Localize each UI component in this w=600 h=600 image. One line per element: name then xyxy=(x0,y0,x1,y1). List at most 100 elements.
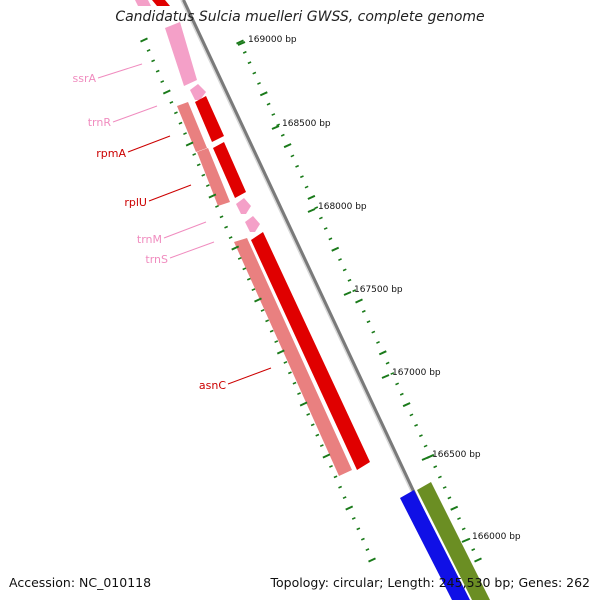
tick-series-inner xyxy=(140,37,376,563)
trnS-label: trnS xyxy=(145,253,168,266)
major-tick-168500 xyxy=(271,125,280,130)
inner-tick-13 xyxy=(201,173,206,177)
tick-labels: 169000 bp 168500 bp 168000 bp 167500 bp … xyxy=(248,35,521,542)
asnC-reverse-feature xyxy=(234,238,352,476)
major-tick-166000 xyxy=(461,538,470,543)
outer-tick-44 xyxy=(447,496,452,500)
trnR-leader xyxy=(112,105,158,123)
page-title: Candidatus Sulcia muelleri GWSS, complet… xyxy=(115,9,485,25)
feature-tracks xyxy=(135,0,490,600)
inner-tick-34 xyxy=(297,392,301,396)
outer-tick-18 xyxy=(323,227,328,230)
outer-tick-50 xyxy=(474,557,482,563)
asnC-feature xyxy=(251,232,370,470)
inner-tick-30 xyxy=(276,349,285,355)
outer-tick-1 xyxy=(242,50,247,54)
genome-summary-label: Topology: circular; Length: 245,530 bp; … xyxy=(270,575,591,590)
inner-tick-19 xyxy=(228,236,233,240)
inner-tick-3 xyxy=(155,69,160,73)
inner-tick-10 xyxy=(185,141,194,147)
inner-tick-29 xyxy=(274,340,279,344)
inner-tick-5 xyxy=(162,89,171,95)
inner-tick-41 xyxy=(329,464,333,468)
inner-tick-20 xyxy=(231,245,240,251)
rpmA-label: rpmA xyxy=(96,147,126,160)
rplU-label: rplU xyxy=(124,196,147,209)
outer-tick-14 xyxy=(304,185,309,189)
inner-tick-46 xyxy=(351,516,356,520)
major-tick-169000 xyxy=(237,41,246,46)
outer-tick-8 xyxy=(276,123,281,127)
inner-tick-35 xyxy=(299,401,308,407)
inner-tick-48 xyxy=(360,537,365,541)
outer-tick-33 xyxy=(395,382,400,386)
outer-tick-47 xyxy=(461,527,466,531)
outer-tick-19 xyxy=(328,237,333,241)
inner-tick-27 xyxy=(265,319,270,323)
inner-tick-4 xyxy=(160,80,165,84)
outer-tick-4 xyxy=(257,81,261,85)
outer-tick-3 xyxy=(252,71,257,75)
tick-label-167500: 167500 bp xyxy=(354,285,403,295)
major-tick-168000 xyxy=(307,208,316,213)
ssrA-label: ssrA xyxy=(72,72,96,85)
outer-tick-0 xyxy=(236,39,244,45)
major-tick-167000 xyxy=(381,374,390,379)
rplU-feature xyxy=(213,142,246,198)
ssrA-feature xyxy=(165,22,197,86)
trnM-label: trnM xyxy=(137,233,162,246)
trnS-leader xyxy=(169,241,215,259)
rplU-reverse-feature xyxy=(197,148,230,206)
inner-tick-24 xyxy=(251,288,256,292)
outer-tick-35 xyxy=(402,402,411,408)
inner-tick-23 xyxy=(246,277,251,281)
trnS-feature xyxy=(245,216,260,232)
inner-tick-36 xyxy=(306,412,311,416)
outer-tick-12 xyxy=(295,164,300,168)
inner-tick-9 xyxy=(183,132,187,136)
outer-tick-7 xyxy=(271,113,276,116)
inner-tick-50 xyxy=(368,557,376,563)
inner-tick-43 xyxy=(338,485,343,489)
outer-tick-11 xyxy=(290,154,295,158)
inner-tick-47 xyxy=(356,527,361,531)
gene-block-blue xyxy=(400,490,470,600)
outer-tick-31 xyxy=(385,361,390,365)
inner-tick-25 xyxy=(254,297,262,303)
outer-tick-36 xyxy=(409,413,414,417)
inner-tick-37 xyxy=(310,423,315,427)
gene-block-top-pink-partial xyxy=(135,0,151,6)
outer-tick-29 xyxy=(376,340,380,344)
outer-tick-13 xyxy=(299,175,304,179)
inner-tick-33 xyxy=(292,381,297,385)
asnC-leader xyxy=(227,367,272,385)
outer-tick-30 xyxy=(378,350,387,356)
outer-tick-26 xyxy=(361,309,366,313)
inner-tick-14 xyxy=(205,184,210,188)
rpmA-reverse-feature xyxy=(177,102,207,152)
tick-series-outer xyxy=(236,39,482,563)
tick-label-167000: 167000 bp xyxy=(392,368,441,378)
outer-tick-39 xyxy=(423,444,428,448)
outer-tick-27 xyxy=(366,320,371,324)
major-tick-marks xyxy=(237,41,470,543)
inner-tick-0 xyxy=(140,37,148,43)
inner-tick-45 xyxy=(345,505,354,511)
outer-tick-24 xyxy=(352,289,357,293)
trnR-label: trnR xyxy=(88,116,112,129)
inner-tick-2 xyxy=(151,59,156,63)
outer-tick-46 xyxy=(457,517,461,521)
inner-tick-26 xyxy=(260,308,265,312)
outer-tick-34 xyxy=(399,392,404,396)
inner-tick-38 xyxy=(315,433,320,437)
feature-labels: ssrA trnR rpmA rplU trnM trnS asnC xyxy=(72,63,272,392)
inner-tick-15 xyxy=(208,193,217,199)
inner-tick-17 xyxy=(219,215,224,219)
inner-tick-18 xyxy=(224,225,229,229)
inner-tick-7 xyxy=(173,111,178,115)
trnR-feature xyxy=(190,84,206,100)
outer-tick-9 xyxy=(280,133,285,137)
inner-tick-28 xyxy=(269,329,274,333)
tick-label-166000: 166000 bp xyxy=(472,532,521,542)
